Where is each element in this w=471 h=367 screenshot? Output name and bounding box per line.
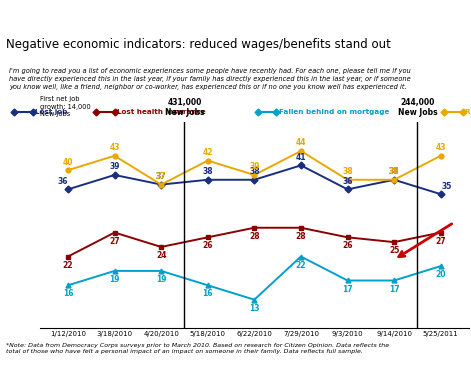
Text: 37: 37 <box>156 172 166 181</box>
Text: 27: 27 <box>435 237 446 246</box>
Text: 16: 16 <box>63 290 73 298</box>
Text: Lost job: Lost job <box>35 109 68 115</box>
Text: 27: 27 <box>109 237 120 246</box>
Text: 244,000
New Jobs: 244,000 New Jobs <box>398 98 437 117</box>
Text: 17: 17 <box>389 285 399 294</box>
Text: 38: 38 <box>203 167 213 176</box>
Text: 39: 39 <box>109 163 120 171</box>
Text: 40: 40 <box>63 157 73 167</box>
Text: 26: 26 <box>342 241 353 250</box>
Text: *Note: Data from Democracy Corps surveys prior to March 2010. Based on research : *Note: Data from Democracy Corps surveys… <box>6 343 389 355</box>
Text: 28: 28 <box>249 232 260 241</box>
Text: 24: 24 <box>156 251 166 260</box>
Text: 431,000
New Jobs: 431,000 New Jobs <box>165 98 204 117</box>
Text: 17: 17 <box>342 285 353 294</box>
Text: 13: 13 <box>249 304 260 313</box>
Text: 43: 43 <box>436 143 446 152</box>
Text: 20: 20 <box>436 270 446 279</box>
Text: 19: 19 <box>156 275 166 284</box>
Text: 25: 25 <box>389 246 399 255</box>
Text: 38: 38 <box>389 167 399 176</box>
Text: 22: 22 <box>63 261 73 270</box>
Text: 19: 19 <box>109 275 120 284</box>
Text: 25  |  Page 25: 25 | Page 25 <box>413 9 465 18</box>
Text: 36: 36 <box>342 177 353 186</box>
Text: 38: 38 <box>342 167 353 176</box>
Text: 42: 42 <box>203 148 213 157</box>
Text: GREENBERG QUINLAN ROSNER: GREENBERG QUINLAN ROSNER <box>6 9 162 18</box>
Text: Negative economic indicators: reduced wages/benefits stand out: Negative economic indicators: reduced wa… <box>6 38 390 51</box>
Text: 38: 38 <box>389 167 399 176</box>
Text: 35: 35 <box>441 182 451 190</box>
Text: 36: 36 <box>57 177 68 186</box>
Text: 37: 37 <box>156 172 166 181</box>
Text: 44: 44 <box>296 138 306 148</box>
Text: RESEARCH: RESEARCH <box>186 9 237 18</box>
Text: 28: 28 <box>296 232 306 241</box>
Text: 43: 43 <box>109 143 120 152</box>
Text: Fallen behind on mortgage: Fallen behind on mortgage <box>279 109 389 115</box>
Text: 41: 41 <box>296 153 306 162</box>
Text: 26: 26 <box>203 241 213 250</box>
Text: I'm going to read you a list of economic experiences some people have recently h: I'm going to read you a list of economic… <box>9 68 411 90</box>
Text: Lost health insurance: Lost health insurance <box>117 109 206 115</box>
Text: 38: 38 <box>249 167 260 176</box>
Text: 16: 16 <box>203 290 213 298</box>
Text: Reduced wages/benefits: Reduced wages/benefits <box>465 109 471 115</box>
Text: 22: 22 <box>296 261 306 270</box>
Text: 39: 39 <box>249 163 260 171</box>
Text: First net job
growth: 14,000
New Jobs: First net job growth: 14,000 New Jobs <box>40 97 91 117</box>
